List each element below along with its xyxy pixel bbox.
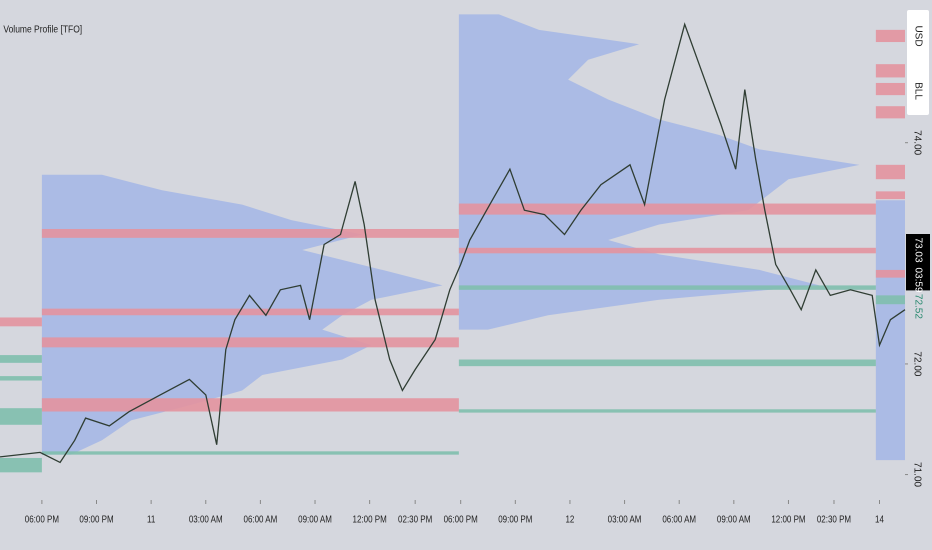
x-tick-label: 09:00 PM [498, 514, 532, 525]
x-tick-label: 06:00 AM [244, 514, 278, 525]
x-tick-label: 14 [875, 514, 884, 525]
y-tick-label: 71.00 [911, 462, 922, 487]
zone [875, 82, 905, 96]
zone [0, 408, 42, 425]
zone [41, 398, 459, 412]
x-tick-label: 02:30 PM [817, 514, 851, 525]
x-tick-label: 03:00 AM [189, 514, 223, 525]
x-tick-label: 03:00 AM [608, 514, 642, 525]
zone [458, 409, 876, 413]
zone [458, 359, 876, 367]
x-tick-label: 06:00 PM [25, 514, 59, 525]
zone [875, 295, 905, 305]
zone [458, 247, 876, 254]
y-tick-label: 72.00 [911, 351, 922, 376]
zone [458, 285, 876, 290]
zone [41, 451, 459, 455]
zone [41, 337, 459, 348]
x-tick-label: 11 [147, 514, 155, 525]
zone [41, 228, 459, 238]
zone [458, 203, 876, 215]
zone [875, 64, 905, 78]
price-line [0, 22, 906, 464]
y-tick-label: 74.00 [911, 130, 922, 155]
zone [41, 308, 459, 316]
volume-profile [875, 200, 905, 461]
unit-label: USD [912, 25, 923, 46]
zone [875, 191, 905, 200]
x-tick-label: 12:00 PM [771, 514, 805, 525]
indicator-title: Volume Profile [TFO] [3, 24, 82, 35]
x-tick-label: 06:00 AM [662, 514, 696, 525]
x-tick-label: 06:00 PM [444, 514, 478, 525]
price-label-box [906, 290, 930, 323]
zone [0, 457, 42, 473]
price-label: 73.03 [912, 237, 923, 262]
x-tick-label: 12:00 PM [353, 514, 387, 525]
plot-area [0, 14, 906, 473]
x-tick-label: 09:00 AM [298, 514, 332, 525]
unit-label: BLL [912, 82, 923, 100]
x-tick-label: 02:30 PM [398, 514, 432, 525]
x-tick-label: 09:00 AM [717, 514, 751, 525]
zone [0, 317, 42, 327]
price-label: 72.52 [912, 294, 923, 319]
axes: 06:00 PM 09:00 PM 11 03:00 AM 06:00 AM 09:00 … [25, 10, 930, 525]
price-label-box [906, 234, 930, 296]
unit-box [907, 10, 929, 115]
zone [875, 106, 905, 119]
countdown: 03:59 [912, 267, 923, 292]
zone [875, 164, 905, 180]
x-tick-label: 09:00 PM [79, 514, 113, 525]
x-tick-label: 12 [565, 514, 574, 525]
zone [0, 355, 42, 363]
zone [875, 269, 905, 278]
zone [875, 29, 905, 43]
zone [0, 376, 42, 381]
